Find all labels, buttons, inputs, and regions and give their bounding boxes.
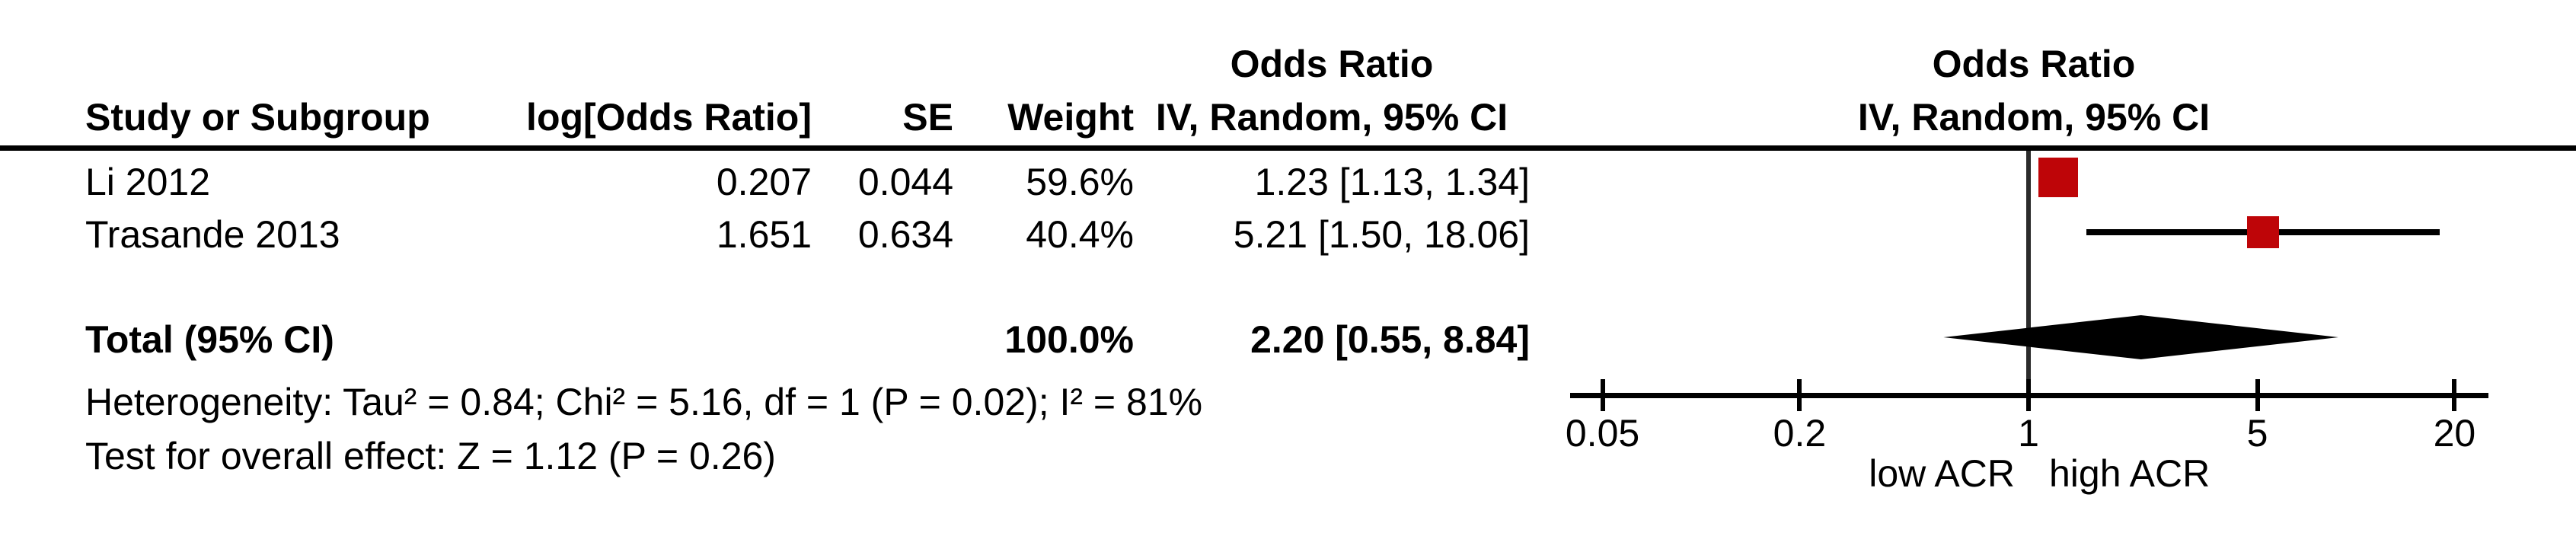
plot-header-method-ci: IV, Random, 95% CI: [1857, 96, 2211, 139]
axis-tick-label: 5: [2246, 412, 2268, 455]
axis-tick: [2026, 379, 2031, 411]
column-header-log-or: log[Odds Ratio]: [526, 96, 812, 139]
plot-header-effect: Odds Ratio: [1932, 43, 2136, 85]
axis-tick-label: 1: [2018, 412, 2039, 455]
axis-tick-label: 0.05: [1565, 412, 1640, 455]
axis-tick-label: 0.2: [1773, 412, 1827, 455]
study-se: 0.044: [857, 161, 953, 203]
axis-label-left: low ACR: [1869, 452, 2015, 495]
study-ci-text: 5.21 [1.50, 18.06]: [1233, 213, 1530, 256]
header-rule: [0, 145, 2576, 151]
overall-effect-text: Test for overall effect: Z = 1.12 (P = 0…: [85, 435, 776, 477]
column-header-method-ci: IV, Random, 95% CI: [1155, 96, 1508, 139]
total-weight: 100.0%: [1004, 318, 1134, 361]
study-name: Trasande 2013: [85, 213, 340, 256]
study-log-or: 0.207: [716, 161, 812, 203]
axis-tick: [2255, 379, 2260, 411]
null-effect-line: [2026, 151, 2031, 397]
column-header-weight: Weight: [1007, 96, 1134, 139]
study-marker: [2038, 158, 2078, 197]
study-ci-text: 1.23 [1.13, 1.34]: [1254, 161, 1530, 203]
study-se: 0.634: [857, 213, 953, 256]
study-weight: 40.4%: [1026, 213, 1134, 256]
column-header-effect: Odds Ratio: [1230, 43, 1434, 85]
axis-tick-label: 20: [2433, 412, 2476, 455]
study-weight: 59.6%: [1026, 161, 1134, 203]
study-name: Li 2012: [85, 161, 211, 203]
total-ci-text: 2.20 [0.55, 8.84]: [1250, 318, 1530, 361]
study-log-or: 1.651: [716, 213, 812, 256]
heterogeneity-text: Heterogeneity: Tau² = 0.84; Chi² = 5.16,…: [85, 381, 1203, 423]
axis-label-right: high ACR: [2049, 452, 2211, 495]
axis-tick: [1600, 379, 1605, 411]
column-header-study: Study or Subgroup: [85, 96, 430, 139]
pooled-diamond: [1943, 315, 2338, 359]
axis-tick: [1797, 379, 1802, 411]
column-header-se: SE: [902, 96, 953, 139]
study-marker: [2247, 216, 2280, 248]
total-label: Total (95% CI): [85, 318, 334, 361]
axis-tick: [2452, 379, 2457, 411]
